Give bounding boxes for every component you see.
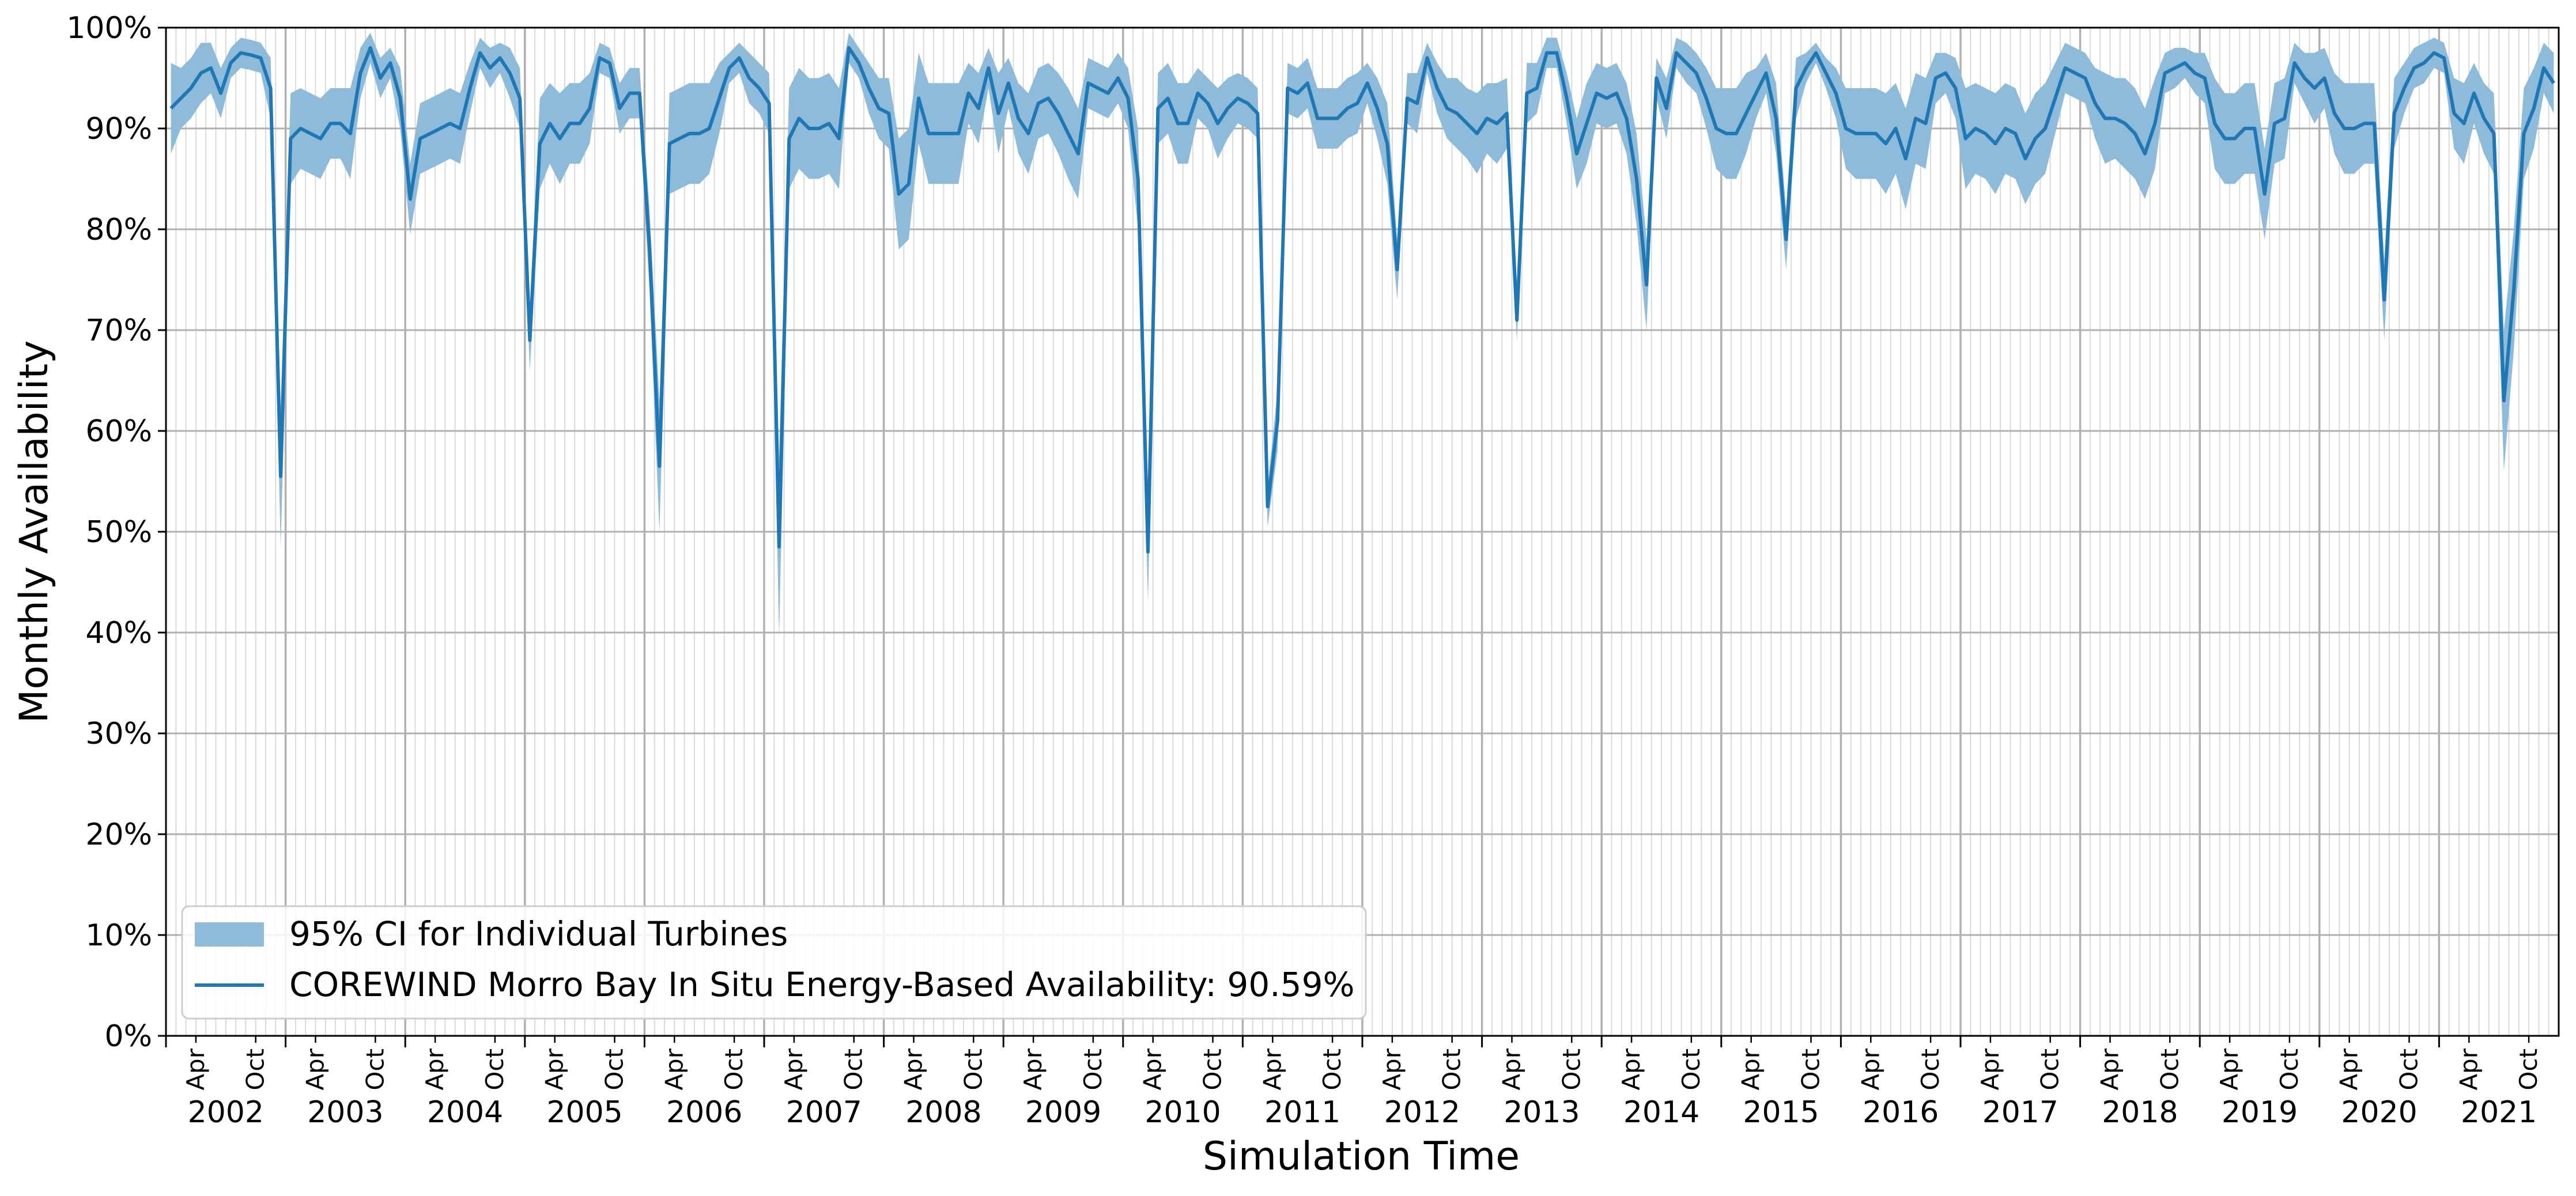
y-tick-label: 40% bbox=[85, 616, 152, 650]
y-axis-title: Monthly Availability bbox=[12, 340, 57, 724]
x-month-label: Apr bbox=[1258, 1048, 1286, 1090]
x-year-label: 2015 bbox=[1743, 1095, 1819, 1130]
x-month-label: Apr bbox=[301, 1048, 330, 1090]
x-month-label: Apr bbox=[900, 1048, 928, 1090]
x-month-label: Apr bbox=[1976, 1048, 2004, 1090]
x-month-label: Oct bbox=[959, 1049, 987, 1091]
x-month-label: Apr bbox=[1856, 1048, 1884, 1090]
x-month-label: Apr bbox=[2096, 1048, 2124, 1090]
x-year-label: 2007 bbox=[786, 1095, 862, 1130]
x-year-label: 2011 bbox=[1264, 1095, 1340, 1130]
x-month-label: Apr bbox=[421, 1048, 449, 1090]
x-month-label: Apr bbox=[182, 1048, 210, 1090]
x-axis-ticks: Apr Oct 2002 Apr Oct 2003 Apr Oct 2004 Apr Oct 2005… bbox=[165, 1036, 2543, 1130]
y-tick-label: 60% bbox=[85, 414, 152, 449]
x-month-label: Apr bbox=[1019, 1048, 1047, 1090]
x-month-label: Apr bbox=[1139, 1048, 1167, 1090]
legend-label-availability: COREWIND Morro Bay In Situ Energy-Based … bbox=[289, 965, 1355, 1004]
x-month-label: Apr bbox=[1498, 1048, 1526, 1090]
x-month-label: Oct bbox=[1797, 1049, 1825, 1091]
y-tick-label: 50% bbox=[85, 515, 152, 550]
x-year-label: 2018 bbox=[2102, 1095, 2178, 1130]
x-month-label: Apr bbox=[1378, 1048, 1406, 1090]
y-tick-label: 100% bbox=[66, 11, 152, 46]
legend-box bbox=[181, 905, 1367, 1020]
x-month-label: Apr bbox=[660, 1048, 688, 1090]
x-month-label: Oct bbox=[1079, 1049, 1107, 1091]
x-axis-title: Simulation Time bbox=[1203, 1134, 1520, 1179]
x-month-label: Oct bbox=[2275, 1049, 2303, 1091]
x-year-label: 2017 bbox=[1982, 1095, 2058, 1130]
x-year-label: 2008 bbox=[905, 1095, 981, 1130]
x-year-label: 2010 bbox=[1145, 1095, 1221, 1130]
x-month-label: Oct bbox=[2514, 1049, 2543, 1091]
x-month-label: Apr bbox=[1737, 1048, 1765, 1090]
x-month-label: Oct bbox=[600, 1049, 629, 1091]
legend: 95% CI for Individual Turbines COREWIND … bbox=[181, 905, 1367, 1020]
x-year-label: 2014 bbox=[1623, 1095, 1699, 1130]
x-month-label: Apr bbox=[2454, 1048, 2483, 1090]
x-month-label: Oct bbox=[2036, 1049, 2064, 1091]
y-tick-label: 0% bbox=[105, 1019, 153, 1054]
x-month-label: Oct bbox=[720, 1049, 748, 1091]
x-month-label: Oct bbox=[2395, 1049, 2423, 1091]
x-year-label: 2003 bbox=[307, 1095, 383, 1130]
x-year-label: 2016 bbox=[1863, 1095, 1939, 1130]
x-year-label: 2009 bbox=[1025, 1095, 1101, 1130]
x-year-label: 2019 bbox=[2222, 1095, 2298, 1130]
ci-band bbox=[171, 32, 2554, 638]
x-year-label: 2012 bbox=[1384, 1095, 1460, 1130]
y-axis-ticks: 0% 10% 20% 30% 40% 50% 60% 70% 80% 90% 100% bbox=[66, 11, 166, 1054]
x-month-label: Oct bbox=[2155, 1049, 2184, 1091]
x-month-label: Oct bbox=[1318, 1049, 1346, 1091]
x-month-label: Oct bbox=[840, 1049, 868, 1091]
x-month-label: Apr bbox=[541, 1048, 569, 1090]
y-tick-label: 80% bbox=[85, 213, 152, 247]
x-month-label: Apr bbox=[2335, 1048, 2363, 1090]
x-month-label: Oct bbox=[241, 1049, 270, 1091]
y-tick-label: 20% bbox=[85, 817, 152, 852]
x-month-label: Oct bbox=[361, 1049, 389, 1091]
y-tick-label: 90% bbox=[85, 112, 152, 146]
x-month-label: Oct bbox=[1557, 1049, 1585, 1091]
x-year-label: 2021 bbox=[2461, 1095, 2537, 1130]
x-year-label: 2004 bbox=[427, 1095, 503, 1130]
x-year-label: 2013 bbox=[1504, 1095, 1580, 1130]
x-year-label: 2005 bbox=[546, 1095, 622, 1130]
x-month-label: Apr bbox=[780, 1048, 808, 1090]
y-tick-label: 30% bbox=[85, 717, 152, 751]
x-year-label: 2002 bbox=[188, 1095, 264, 1130]
x-month-label: Oct bbox=[481, 1049, 509, 1091]
availability-line bbox=[169, 46, 2555, 554]
y-tick-label: 70% bbox=[85, 313, 152, 348]
x-month-label: Oct bbox=[1677, 1049, 1705, 1091]
x-month-label: Apr bbox=[1617, 1048, 1645, 1090]
x-year-label: 2020 bbox=[2341, 1095, 2417, 1130]
y-tick-label: 10% bbox=[85, 918, 152, 953]
x-month-label: Oct bbox=[1916, 1049, 1944, 1091]
legend-band-swatch bbox=[195, 922, 264, 947]
x-month-label: Oct bbox=[1438, 1049, 1466, 1091]
x-month-label: Oct bbox=[1199, 1049, 1227, 1091]
x-year-label: 2006 bbox=[666, 1095, 742, 1130]
legend-label-ci: 95% CI for Individual Turbines bbox=[289, 914, 788, 953]
x-month-label: Apr bbox=[2215, 1048, 2243, 1090]
